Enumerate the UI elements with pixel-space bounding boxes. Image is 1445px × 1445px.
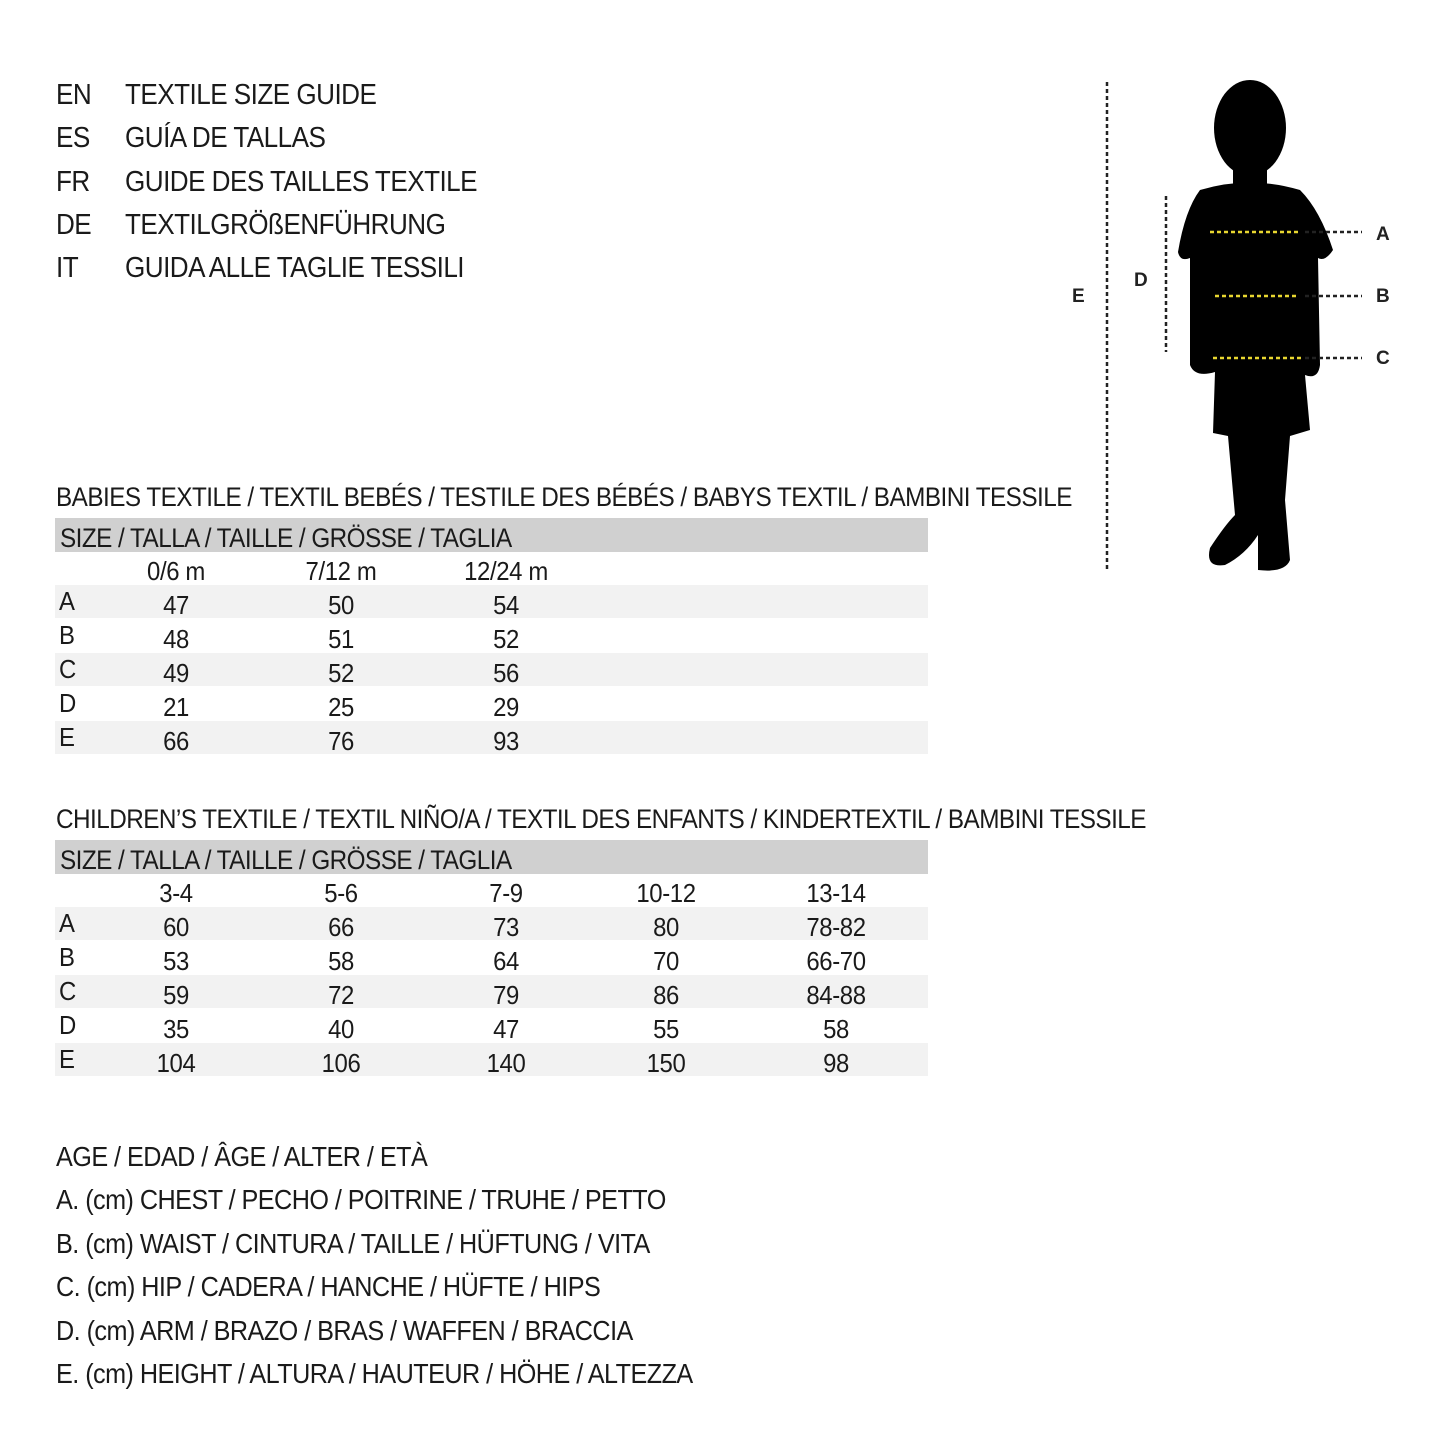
table-cell: 79 — [493, 980, 519, 1010]
column-header: 5-6 — [324, 878, 358, 908]
column-header: 7-9 — [489, 878, 523, 908]
row-stripe — [55, 653, 928, 686]
legend-item: C. (cm) HIP / CADERA / HANCHE / HÜFTE / … — [56, 1271, 601, 1303]
row-stripe — [55, 975, 928, 1008]
table-cell: 35 — [163, 1014, 189, 1044]
table-cell: 106 — [321, 1048, 361, 1078]
legend-item: D. (cm) ARM / BRAZO / BRAS / WAFFEN / BR… — [56, 1314, 633, 1346]
table-cell: 150 — [646, 1048, 686, 1078]
legend-item: B. (cm) WAIST / CINTURA / TAILLE / HÜFTU… — [56, 1227, 650, 1259]
label-c: C — [1376, 348, 1390, 369]
table-cell: 64 — [493, 946, 519, 976]
row-label: E — [59, 722, 75, 752]
table-cell: 52 — [493, 624, 519, 654]
title-text: GUIDA ALLE TAGLIE TESSILI — [125, 252, 465, 285]
title-text: GUIDE DES TAILLES TEXTILE — [125, 165, 478, 198]
table-cell: 51 — [328, 624, 354, 654]
table-cell: 72 — [328, 980, 354, 1010]
table-cell: 52 — [328, 658, 354, 688]
table-cell: 66 — [163, 726, 189, 756]
row-stripe — [55, 721, 928, 754]
language-code: DE — [56, 208, 92, 241]
legend-item: E. (cm) HEIGHT / ALTURA / HAUTEUR / HÖHE… — [56, 1358, 693, 1389]
table-cell: 70 — [653, 946, 679, 976]
row-label: D — [59, 1010, 77, 1040]
table-cell: 93 — [493, 726, 519, 756]
table-cell: 73 — [493, 912, 519, 942]
table-cell: 53 — [163, 946, 189, 976]
size-header: SIZE / TALLA / TAILLE / GRÖSSE / TAGLIA — [60, 523, 512, 553]
label-a: A — [1376, 224, 1390, 245]
row-label: B — [59, 942, 75, 972]
table-cell: 140 — [486, 1048, 526, 1078]
title-text: TEXTILE SIZE GUIDE — [125, 79, 377, 111]
table-cell: 59 — [163, 980, 189, 1010]
table-cell: 54 — [493, 590, 519, 620]
table-cell: 84-88 — [806, 980, 866, 1010]
title-text: GUÍA DE TALLAS — [125, 122, 326, 155]
table-cell: 50 — [328, 590, 354, 620]
language-code: FR — [56, 165, 90, 198]
size-header-bar: SIZE / TALLA / TAILLE / GRÖSSE / TAGLIA — [55, 518, 928, 553]
row-stripe — [55, 585, 928, 618]
size-header-bar: SIZE / TALLA / TAILLE / GRÖSSE / TAGLIA — [55, 840, 928, 875]
table-cell: 66 — [328, 912, 354, 942]
row-label: C — [59, 654, 77, 684]
table-cell: 56 — [493, 658, 519, 688]
table-cell: 21 — [163, 692, 189, 722]
row-label: C — [59, 976, 77, 1006]
table-cell: 25 — [328, 692, 354, 722]
language-code: EN — [56, 79, 92, 111]
table-cell: 104 — [156, 1048, 196, 1078]
size-header: SIZE / TALLA / TAILLE / GRÖSSE / TAGLIA — [60, 845, 512, 875]
language-code: ES — [56, 122, 90, 155]
title-text: TEXTILGRÖßENFÜHRUNG — [125, 208, 446, 241]
legend-item: A. (cm) CHEST / PECHO / POITRINE / TRUHE… — [56, 1184, 666, 1216]
silhouette — [1178, 80, 1333, 571]
label-d: D — [1134, 270, 1148, 291]
column-header: 7/12 m — [305, 556, 377, 586]
row-label: D — [59, 688, 77, 718]
table-cell: 58 — [823, 1014, 849, 1044]
row-label: A — [59, 586, 75, 616]
row-stripe — [55, 907, 928, 940]
row-label: E — [59, 1044, 75, 1074]
table-cell: 48 — [163, 624, 189, 654]
row-label: A — [59, 908, 75, 938]
table-cell: 60 — [163, 912, 189, 942]
label-e: E — [1072, 286, 1085, 307]
label-b: B — [1376, 286, 1390, 307]
table-cell: 66-70 — [806, 946, 866, 976]
table-cell: 29 — [493, 692, 519, 722]
row-stripe — [55, 1043, 928, 1076]
table-cell: 55 — [653, 1014, 679, 1044]
row-label: B — [59, 620, 75, 650]
table-cell: 58 — [328, 946, 354, 976]
column-header: 10-12 — [636, 878, 696, 908]
column-header: 0/6 m — [147, 556, 205, 586]
column-header: 3-4 — [159, 878, 193, 908]
legend-item: AGE / EDAD / ÂGE / ALTER / ETÀ — [56, 1141, 428, 1172]
table-cell: 78-82 — [806, 912, 866, 942]
table-cell: 76 — [328, 726, 354, 756]
table-cell: 49 — [163, 658, 189, 688]
section-heading: CHILDREN’S TEXTILE / TEXTIL NIÑO/A / TEX… — [56, 804, 1146, 834]
table-cell: 80 — [653, 912, 679, 942]
table-cell: 47 — [493, 1014, 519, 1044]
table-cell: 86 — [653, 980, 679, 1010]
table-cell: 40 — [328, 1014, 354, 1044]
section-heading: BABIES TEXTILE / TEXTIL BEBÉS / TESTILE … — [56, 482, 1072, 512]
language-code: IT — [56, 252, 79, 285]
measure-lines — [1105, 82, 1362, 570]
table-cell: 98 — [823, 1048, 849, 1078]
table-cell: 47 — [163, 590, 189, 620]
column-header: 13-14 — [806, 878, 866, 908]
column-header: 12/24 m — [464, 556, 548, 586]
